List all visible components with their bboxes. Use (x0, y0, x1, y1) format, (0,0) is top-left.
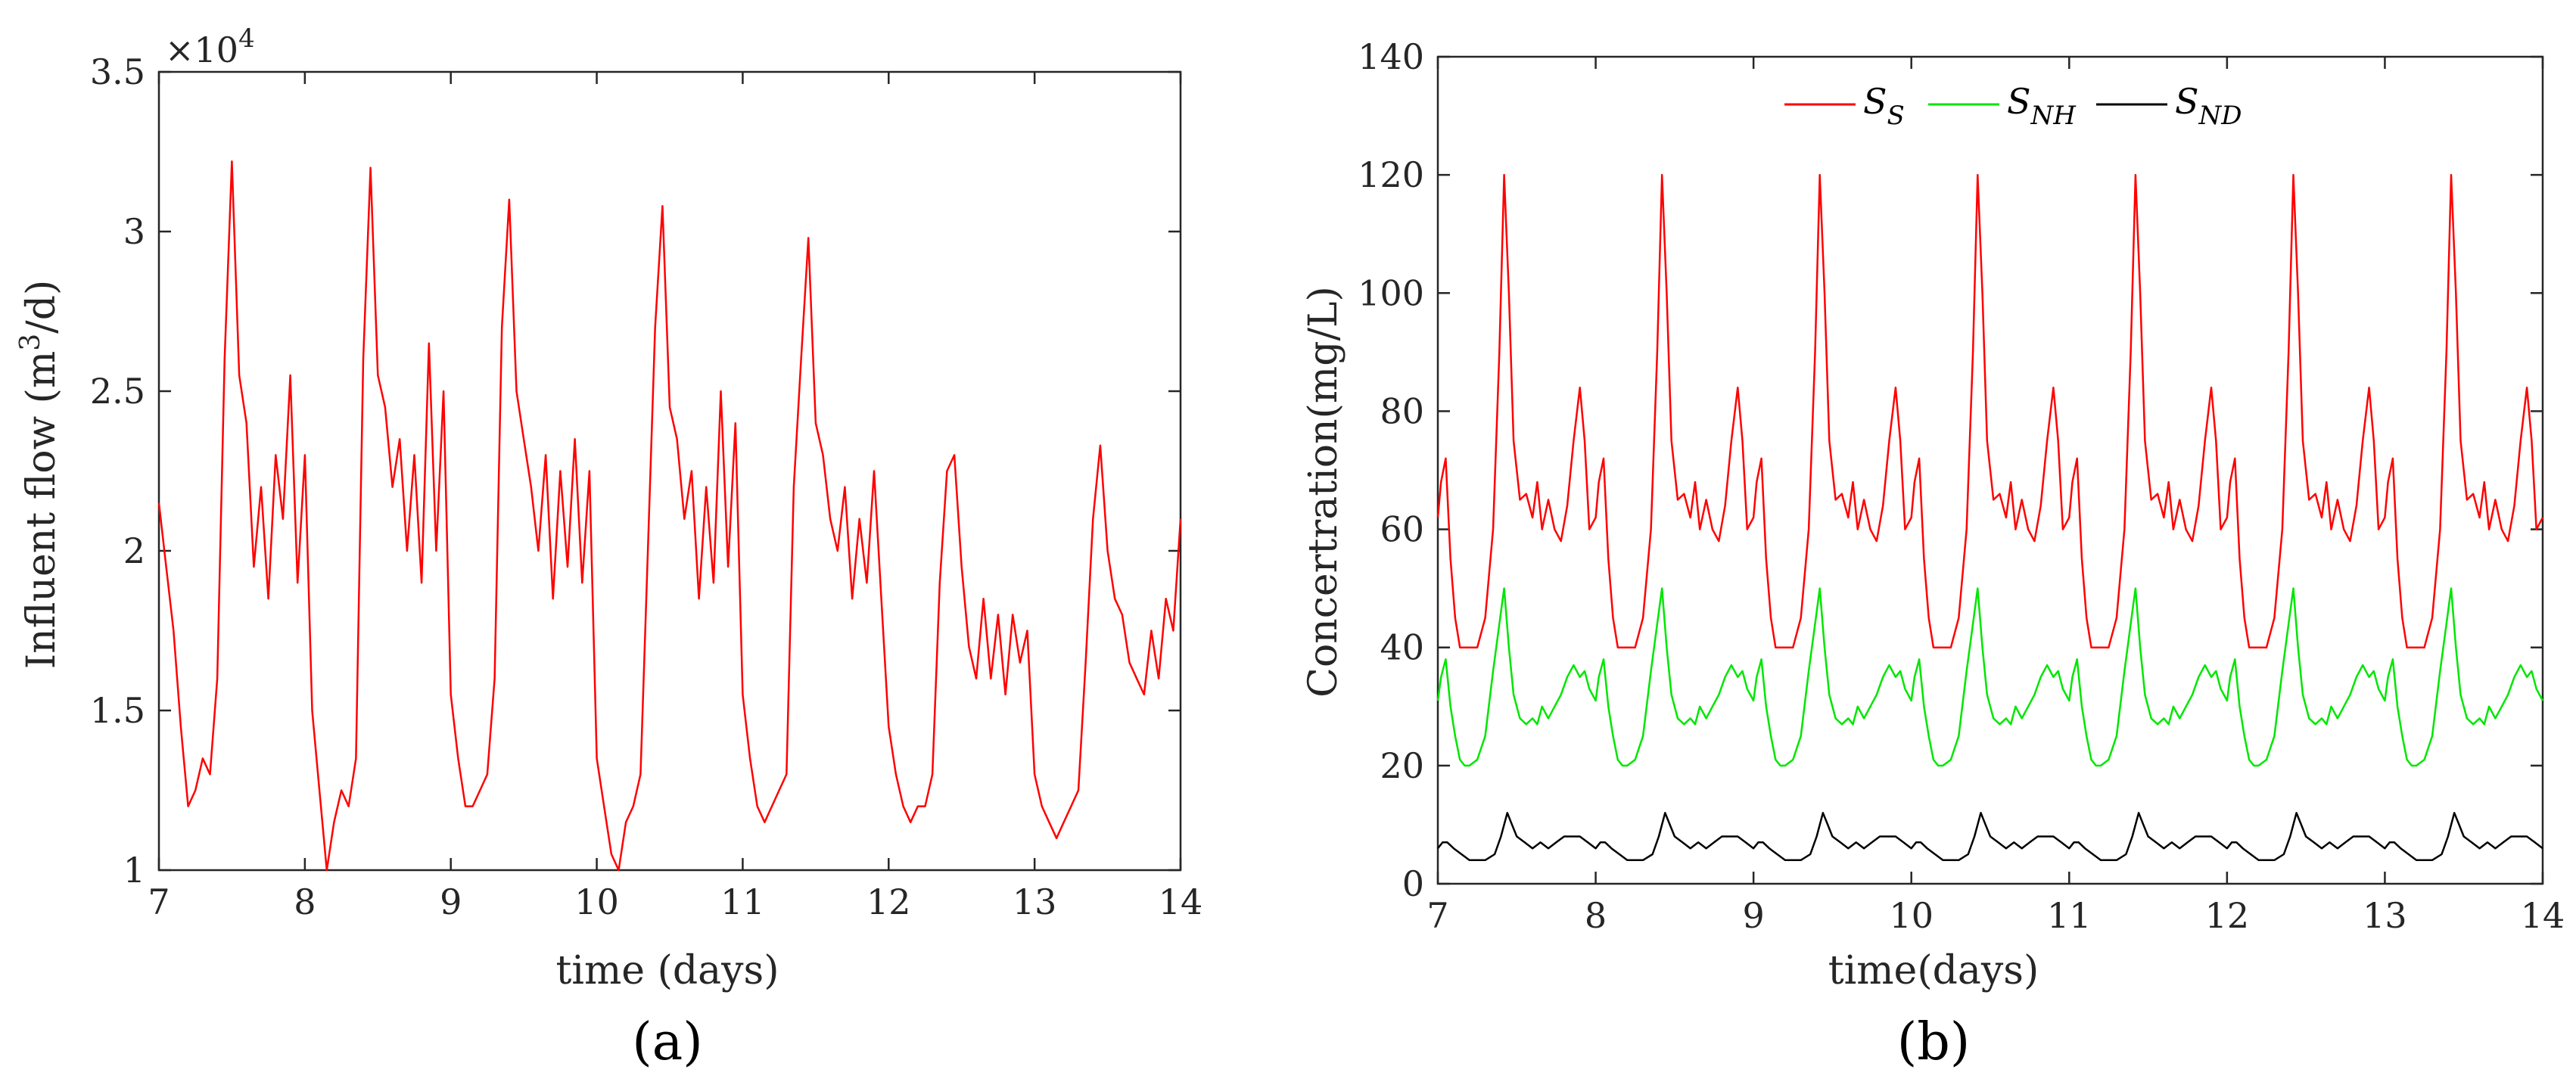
chart-b-ylabel: Concertration(mg/L) (1301, 286, 1346, 698)
chart-b-xtick-label: 12 (2205, 895, 2250, 936)
chart-a-xtick-label: 14 (1159, 881, 1203, 922)
chart-b-xtick-label: 9 (1743, 895, 1765, 936)
chart-a-xlabel: time (days) (555, 948, 779, 993)
panel-label-b: (b) (1897, 1012, 1971, 1072)
chart-a-frame (157, 70, 1182, 872)
chart-b-ytick-label: 80 (1380, 390, 1424, 431)
chart-b-ytick-label: 140 (1358, 36, 1424, 77)
chart-b-series-line-snd (1437, 812, 2543, 862)
chart-b-ytick-label: 40 (1380, 627, 1424, 668)
chart-b-legend: SS SNH SND (1784, 81, 2242, 131)
chart-a-tick-labels: 7 8 9 10 11 12 13 14 1 1.5 2 2.5 3 3.5 (90, 51, 1202, 922)
chart-b-ytick-label: 20 (1380, 745, 1424, 786)
chart-a-xtick-label: 9 (440, 881, 462, 922)
chart-b-ytick-label: 100 (1358, 272, 1424, 313)
chart-a-ytick-label: 2.5 (90, 371, 145, 412)
legend-label-snh: SNH (2007, 81, 2077, 131)
legend-label-snd: SND (2175, 81, 2242, 131)
chart-b-xtick-label: 11 (2047, 895, 2092, 936)
chart-a-ytick-label: 3.5 (90, 51, 145, 92)
legend-label-ss: SS (1863, 81, 1905, 131)
chart-b-xtick-label: 13 (2363, 895, 2407, 936)
panel-label-a: (a) (632, 1012, 703, 1072)
chart-a: 7 8 9 10 11 12 13 14 1 1.5 2 2.5 3 3.5 ×104 Influent … (15, 23, 1202, 1072)
chart-a-xtick-label: 11 (720, 881, 765, 922)
chart-b-xtick-label: 10 (1889, 895, 1934, 936)
chart-a-multiplier-label: ×104 (165, 23, 255, 70)
chart-a-ylabel: Influent flow (m3/d) (15, 280, 64, 670)
chart-b-xtick-label: 8 (1585, 895, 1607, 936)
chart-a-xtick-label: 10 (574, 881, 619, 922)
chart-a-ytick-label: 1.5 (90, 690, 145, 731)
chart-b-xtick-label: 14 (2521, 895, 2565, 936)
chart-a-xtick-label: 7 (148, 881, 170, 922)
chart-a-ytick-label: 3 (123, 211, 145, 252)
chart-b-tick-marks (1436, 55, 2544, 885)
chart-b-frame (1436, 55, 2544, 885)
chart-a-xtick-label: 12 (866, 881, 911, 922)
chart-b-series-line-snh (1436, 587, 2544, 767)
chart-b-series-line-ss (1436, 173, 2544, 648)
chart-b-ytick-label: 60 (1380, 509, 1424, 550)
chart-a-tick-marks (157, 70, 1182, 872)
chart-a-xtick-label: 13 (1013, 881, 1057, 922)
chart-a-ytick-label: 2 (123, 530, 145, 571)
chart-b-ytick-label: 120 (1358, 154, 1424, 195)
chart-a-ytick-label: 1 (123, 850, 145, 891)
chart-b-ytick-label: 0 (1402, 863, 1424, 904)
chart-b-xlabel: time(days) (1828, 948, 2039, 993)
chart-a-xtick-label: 8 (294, 881, 316, 922)
chart-b-xtick-label: 7 (1426, 895, 1448, 936)
chart-a-series-line-influent-flow (157, 160, 1182, 872)
